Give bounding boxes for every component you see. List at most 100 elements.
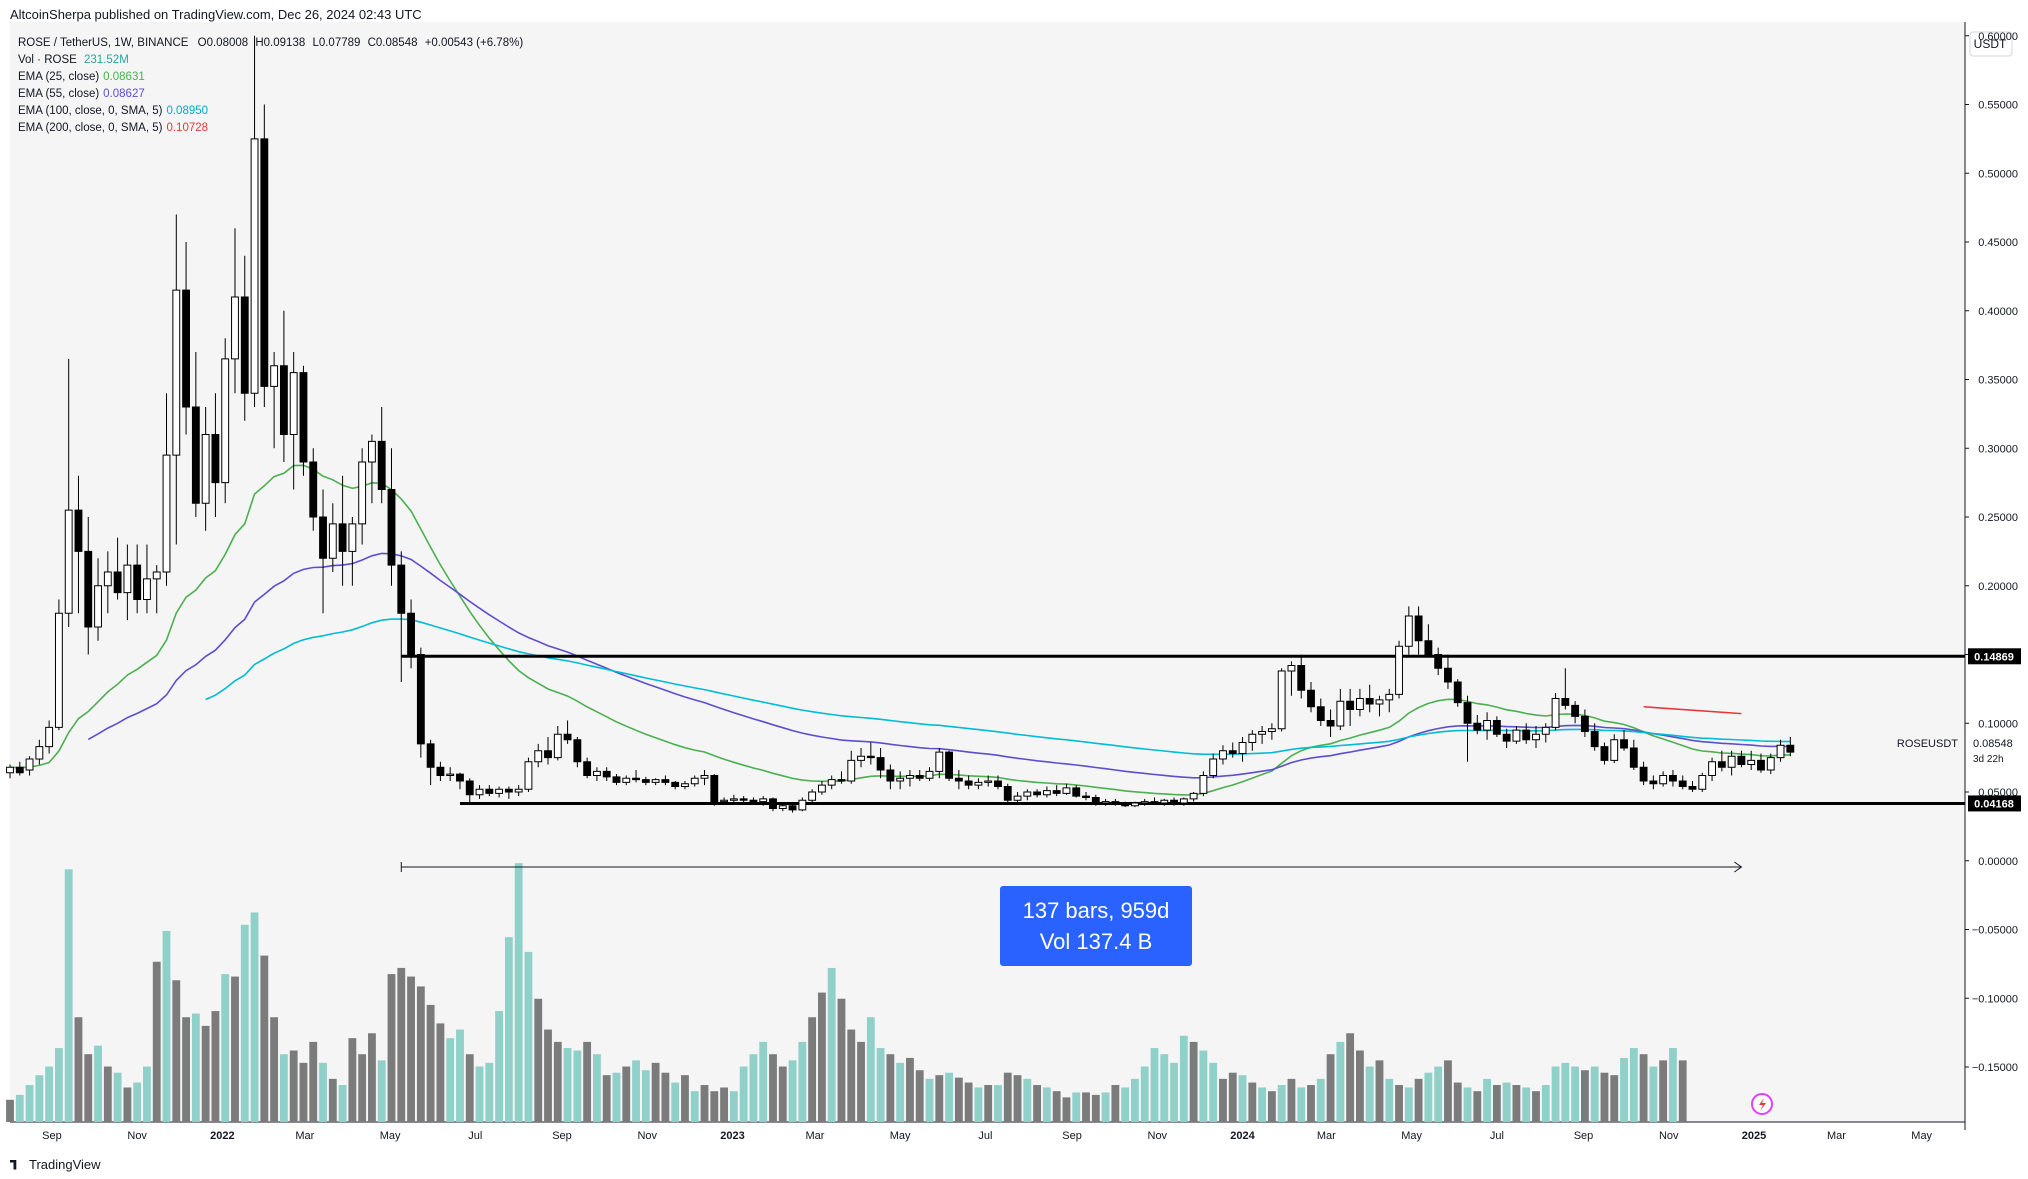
volume-bar <box>25 1085 34 1122</box>
candle-body <box>690 777 699 785</box>
volume-bar <box>1639 1054 1648 1122</box>
volume-bar <box>514 863 523 1122</box>
volume-bar <box>1140 1066 1149 1122</box>
candle-body <box>1336 700 1345 727</box>
publisher-header: AltcoinSherpa published on TradingView.c… <box>10 7 422 22</box>
volume-bar <box>426 1004 435 1122</box>
candle-body <box>1629 747 1638 768</box>
countdown-label: 3d 22h <box>1973 754 2004 765</box>
volume-bar <box>231 976 239 1122</box>
volume-bar <box>1395 1085 1403 1122</box>
candle-body <box>1776 744 1785 759</box>
volume-bar <box>279 1054 288 1122</box>
candle-body <box>1355 698 1364 710</box>
volume-bar <box>1356 1050 1364 1122</box>
volume-bar <box>191 1013 200 1122</box>
volume-bar <box>250 912 259 1122</box>
candle-body <box>495 788 504 794</box>
volume-bar <box>123 1087 132 1122</box>
candle-body <box>866 755 875 759</box>
candle-body <box>133 564 142 600</box>
candle-body <box>1082 795 1090 798</box>
y-tick-label: 0.25000 <box>1978 512 2018 524</box>
volume-bar <box>201 1025 210 1122</box>
candle-body <box>1013 795 1022 801</box>
x-tick-label: 2025 <box>1742 1130 1766 1142</box>
x-tick-label: May <box>890 1130 911 1142</box>
volume-bar <box>475 1066 484 1122</box>
last-price-label: 0.08548 <box>1973 738 2013 750</box>
legend-ema-200: EMA (200, close, 0, SMA, 5) 0.10728 <box>18 122 209 134</box>
candle-body <box>994 780 1002 787</box>
candle-body <box>1483 720 1492 731</box>
candle-body <box>544 750 552 759</box>
volume-bar <box>1042 1087 1051 1122</box>
y-tick-label: 0.35000 <box>1978 375 2018 387</box>
candle-body <box>514 788 523 793</box>
volume-bar <box>1649 1066 1658 1122</box>
candle-body <box>563 733 572 741</box>
volume-bar <box>1532 1091 1540 1122</box>
candle-body <box>1610 739 1619 761</box>
y-tick-label: 0.10000 <box>1978 718 2018 730</box>
candle-body <box>661 779 670 783</box>
candle-body <box>1189 792 1198 800</box>
volume-bar <box>133 1082 142 1122</box>
candle-body <box>710 775 719 803</box>
candle-body <box>651 779 660 783</box>
volume-bar <box>720 1087 728 1122</box>
candle-body <box>1786 744 1795 753</box>
candle-body <box>1307 689 1315 708</box>
candle-body <box>1150 801 1159 804</box>
volume-bar <box>632 1060 640 1122</box>
volume-bar <box>260 955 269 1122</box>
tradingview-footer[interactable]: TradingView <box>10 1157 101 1172</box>
volume-bar <box>1580 1070 1589 1122</box>
volume-bar <box>1013 1075 1022 1122</box>
candle-body <box>915 775 924 779</box>
candle-body <box>1453 681 1462 704</box>
volume-bar <box>387 974 396 1122</box>
volume-bar <box>1091 1094 1100 1122</box>
candle-body <box>6 766 14 774</box>
y-tick-label: 0.55000 <box>1978 100 2018 112</box>
candle-body <box>387 489 396 566</box>
volume-bar <box>1541 1085 1550 1122</box>
candle-body <box>152 571 161 580</box>
volume-bar <box>622 1066 631 1122</box>
y-tick-label: 0.00000 <box>1978 856 2018 868</box>
upper-level-price-label-bg <box>1968 648 2021 665</box>
volume-bar <box>544 1029 552 1122</box>
y-tick-label: 0.60000 <box>1978 31 2018 43</box>
candle-body <box>1522 729 1531 741</box>
candle-body <box>162 454 171 573</box>
candle-body <box>1042 790 1051 796</box>
candle-body <box>602 770 611 778</box>
chart-grid <box>10 22 1966 1130</box>
candle-body <box>64 509 73 614</box>
legend-volume-row: Vol · ROSE 231.52M <box>18 52 523 69</box>
volume-bar <box>1052 1091 1061 1122</box>
volume-bar <box>1033 1085 1042 1122</box>
volume-bar <box>1189 1041 1198 1122</box>
legend-high: H0.09138 <box>255 37 306 49</box>
plot-area <box>10 22 1965 1122</box>
candle-body <box>847 759 856 782</box>
measure-arrow-head <box>1734 861 1743 873</box>
volume-bar <box>1492 1085 1501 1122</box>
candle-body <box>1209 758 1218 776</box>
candle-body <box>1590 731 1599 748</box>
volume-bar <box>690 1091 699 1122</box>
measure-bars-text: 137 bars, 959d <box>1022 898 1170 923</box>
candle-body <box>749 799 758 803</box>
candle-body <box>270 365 279 387</box>
volume-bar <box>1287 1078 1296 1122</box>
y-tick-label: 0.30000 <box>1978 443 2018 455</box>
measure-info-box[interactable]: 137 bars, 959d Vol 137.4 B <box>1000 886 1192 966</box>
lower-level-price-label: 0.04168 <box>1974 798 2014 810</box>
candle-body <box>45 726 54 748</box>
candle-body <box>886 769 895 782</box>
volume-bar <box>1424 1072 1433 1122</box>
volume-bar <box>534 998 543 1122</box>
